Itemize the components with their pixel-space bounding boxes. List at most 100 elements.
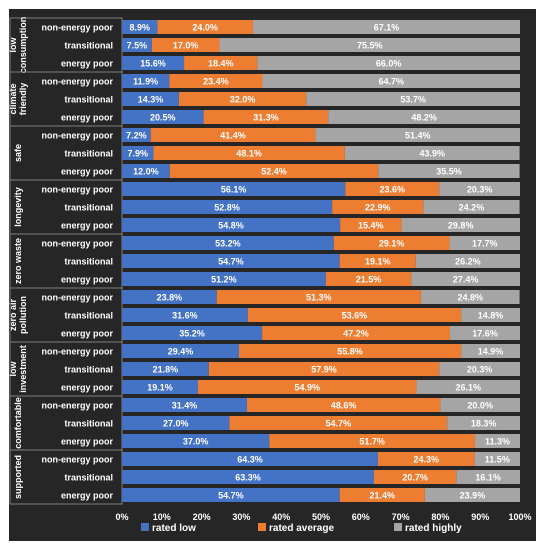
group-label: low	[8, 361, 18, 377]
x-tick-label: 30%	[232, 512, 250, 522]
data-label: 11.5%	[485, 455, 510, 465]
category-label: energy poor	[61, 221, 114, 231]
legend-swatch	[394, 523, 402, 531]
bar-segment-rated-highly	[420, 290, 520, 304]
data-label: 43.9%	[419, 149, 445, 159]
category-label: transitional	[64, 365, 113, 375]
bar-segment-rated-highly	[439, 362, 520, 376]
bar-segment-rated-average	[339, 488, 425, 502]
bar-segment-rated-low	[122, 308, 248, 322]
data-label: 66.0%	[376, 59, 402, 69]
data-label: 51.7%	[359, 437, 385, 447]
data-label: 51.4%	[405, 131, 431, 141]
category-label: non-energy poor	[42, 185, 114, 195]
bar-segment-rated-highly	[415, 254, 520, 268]
legend-label: rated low	[152, 523, 196, 534]
data-label: 64.3%	[237, 455, 263, 465]
data-label: 64.7%	[378, 77, 404, 87]
group-label: pollution	[18, 296, 28, 334]
category-label: transitional	[64, 41, 113, 51]
data-label: 21.4%	[370, 491, 396, 501]
data-label: 26.1%	[455, 383, 481, 393]
bar-segment-rated-average	[339, 254, 416, 268]
data-label: 19.1%	[147, 383, 173, 393]
bar-segment-rated-average	[157, 20, 253, 34]
bar-segment-rated-average	[345, 182, 440, 196]
category-label: transitional	[64, 203, 113, 213]
bar-segment-rated-highly	[449, 326, 520, 340]
bar-segment-rated-low	[122, 164, 170, 178]
legend-swatch	[258, 523, 266, 531]
bar-segment-rated-highly	[461, 344, 520, 358]
group-label: supported	[13, 455, 23, 499]
category-label: non-energy poor	[42, 455, 114, 465]
data-label: 18.4%	[208, 59, 234, 69]
bar-segment-rated-highly	[416, 380, 520, 394]
data-label: 48.1%	[236, 149, 262, 159]
category-label: non-energy poor	[42, 401, 114, 411]
bar-segment-rated-average	[269, 434, 476, 448]
x-tick-label: 10%	[153, 512, 171, 522]
bar-segment-rated-highly	[219, 38, 520, 52]
bar-segment-rated-average	[169, 164, 379, 178]
bar-segment-rated-low	[122, 92, 179, 106]
data-label: 54.8%	[218, 221, 244, 231]
data-label: 37.0%	[183, 437, 209, 447]
x-tick-label: 20%	[193, 512, 211, 522]
bar-segment-rated-highly	[474, 452, 520, 466]
data-label: 12.0%	[133, 167, 159, 177]
data-label: 47.2%	[343, 329, 369, 339]
data-label: 48.2%	[411, 113, 437, 123]
bar-segment-rated-average	[151, 38, 220, 52]
data-label: 11.3%	[485, 437, 510, 447]
bar-segment-rated-low	[122, 38, 152, 52]
bar-segment-rated-low	[122, 380, 199, 394]
category-label: energy poor	[61, 59, 114, 69]
bar-segment-rated-average	[184, 56, 258, 70]
bar-segment-rated-low	[122, 326, 263, 340]
bar-segment-rated-low	[122, 254, 340, 268]
data-label: 20.3%	[467, 185, 493, 195]
bar-segment-rated-highly	[447, 416, 520, 430]
data-label: 54.7%	[326, 419, 352, 429]
bar-segment-rated-low	[122, 182, 346, 196]
data-label: 23.8%	[157, 293, 183, 303]
data-label: 29.1%	[379, 239, 405, 249]
x-tick-label: 50%	[312, 512, 330, 522]
bar-segment-rated-highly	[424, 488, 520, 502]
data-label: 29.4%	[168, 347, 194, 357]
category-label: non-energy poor	[42, 239, 114, 249]
category-label: transitional	[64, 311, 113, 321]
data-label: 17.6%	[472, 329, 498, 339]
bar-segment-rated-highly	[401, 218, 520, 232]
bar-segment-rated-highly	[449, 236, 520, 250]
bar-segment-rated-highly	[378, 164, 520, 178]
legend-label: rated average	[269, 523, 334, 534]
data-label: 24.8%	[457, 293, 483, 303]
x-tick-label: 40%	[272, 512, 290, 522]
bar-segment-rated-low	[122, 272, 326, 286]
category-label: energy poor	[61, 437, 114, 447]
data-label: 17.7%	[472, 239, 498, 249]
data-label: 24.0%	[192, 23, 218, 33]
group-label: longevity	[13, 187, 23, 227]
bar-segment-rated-low	[122, 416, 230, 430]
data-label: 54.7%	[218, 257, 244, 267]
bar-segment-rated-average	[216, 290, 421, 304]
data-label: 16.1%	[475, 473, 501, 483]
data-label: 26.2%	[455, 257, 481, 267]
bar-segment-rated-average	[178, 92, 307, 106]
bar-segment-rated-highly	[306, 92, 520, 106]
group-label: zero air	[8, 298, 18, 331]
data-label: 53.6%	[342, 311, 368, 321]
data-label: 7.2%	[126, 131, 147, 141]
bar-segment-rated-highly	[257, 56, 520, 70]
data-label: 27.0%	[163, 419, 189, 429]
bar-segment-rated-low	[122, 146, 154, 160]
category-label: non-energy poor	[42, 347, 114, 357]
legend-swatch	[141, 523, 149, 531]
category-label: non-energy poor	[42, 293, 114, 303]
bar-segment-rated-average	[239, 344, 462, 358]
data-label: 56.1%	[221, 185, 247, 195]
